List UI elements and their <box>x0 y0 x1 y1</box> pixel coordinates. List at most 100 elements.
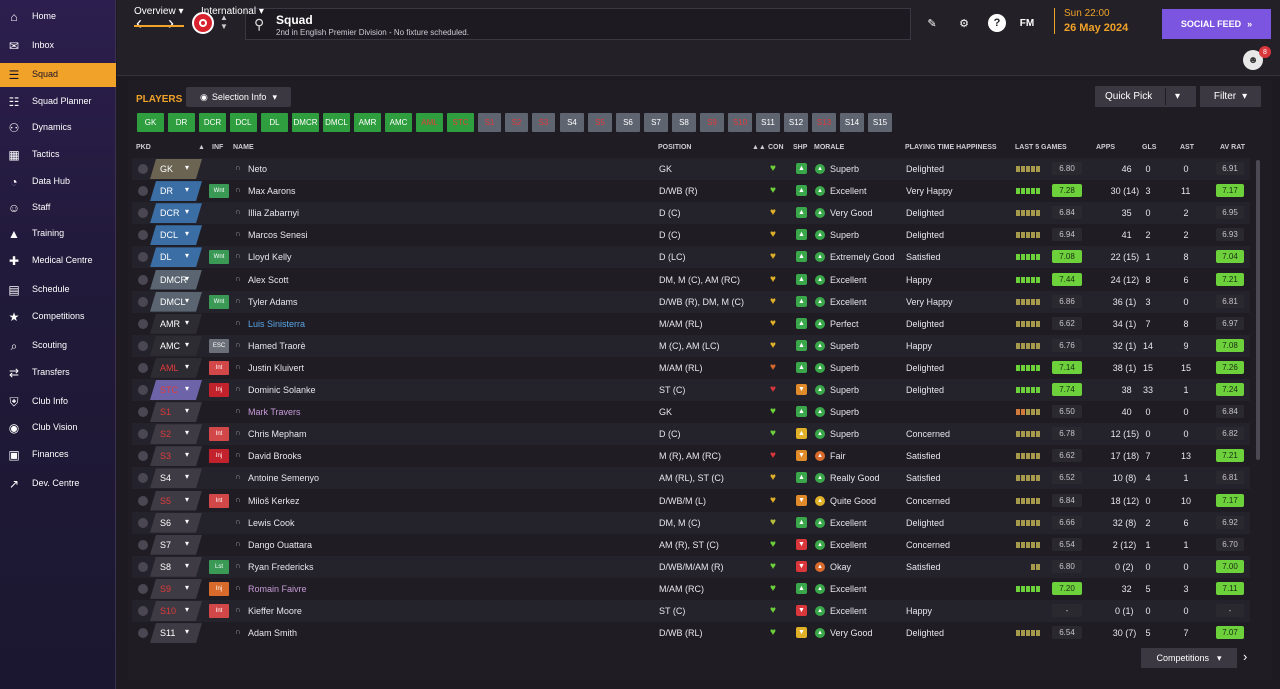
player-name[interactable]: Hamed Traorè <box>248 340 306 351</box>
table-row[interactable]: DL ▾ Wnt ∩ Lloyd Kelly D (LC) ♥ ▲ ▲ Extremely Goo… <box>132 246 1250 269</box>
player-name[interactable]: Luis Sinisterra <box>248 318 306 329</box>
pick-radio[interactable] <box>138 429 148 440</box>
position-chip-s3[interactable]: S3 <box>532 113 555 132</box>
forward-arrow-icon[interactable]: › <box>168 12 174 33</box>
quick-pick-button[interactable]: Quick Pick ▾ <box>1095 86 1196 107</box>
position-chip-s5[interactable]: S5 <box>588 113 612 132</box>
sidebar-item-inbox[interactable]: ✉ Inbox <box>0 34 116 58</box>
table-row[interactable]: S3 ▾ Inj ∩ David Brooks M (R), AM (RC) ♥ ▼ ▲ Fair… <box>132 445 1250 468</box>
player-name[interactable]: Adam Smith <box>248 628 298 639</box>
table-row[interactable]: STC ▾ Inj ∩ Dominic Solanke ST (C) ♥ ▼ ▲ Superb De… <box>132 379 1250 401</box>
selection-position[interactable]: AMC <box>150 336 202 356</box>
table-row[interactable]: AML ▾ Int ∩ Justin Kluivert M/AM (RL) ♥ ▲ ▲ Super… <box>132 356 1250 379</box>
col-gls[interactable]: GLS <box>1142 144 1157 151</box>
pick-radio[interactable] <box>138 340 148 351</box>
col-pkd[interactable]: PKD <box>136 144 151 151</box>
selection-info-button[interactable]: ◉ Selection Info ▾ <box>186 87 291 107</box>
selection-position[interactable]: DL <box>150 247 202 267</box>
player-name[interactable]: David Brooks <box>248 451 302 462</box>
selection-position[interactable]: S3 <box>150 446 202 466</box>
player-name[interactable]: Justin Kluivert <box>248 362 305 373</box>
table-row[interactable]: S9 ▾ Inj ∩ Romain Faivre M/AM (RC) ♥ ▲ ▲ Excellen… <box>132 577 1250 600</box>
pick-radio[interactable] <box>138 186 148 197</box>
pick-radio[interactable] <box>138 517 148 528</box>
position-chip-s13[interactable]: S13 <box>812 113 836 132</box>
selection-position[interactable]: DCR <box>150 203 202 223</box>
player-name[interactable]: Romain Faivre <box>248 583 307 594</box>
pick-radio[interactable] <box>138 274 148 285</box>
player-name[interactable]: Dominic Solanke <box>248 385 316 395</box>
col-ast[interactable]: AST <box>1180 144 1194 151</box>
pick-radio[interactable] <box>138 583 148 594</box>
sidebar-item-squad[interactable]: ☰ Squad <box>0 63 116 87</box>
sidebar-item-club-vision[interactable]: ◉ Club Vision <box>0 416 116 440</box>
table-row[interactable]: S10 ▾ Int ∩ Kieffer Moore ST (C) ♥ ▼ ▲ Excellent H… <box>132 600 1250 622</box>
table-row[interactable]: DR ▾ Wnt ∩ Max Aarons D/WB (R) ♥ ▲ ▲ Excellent Ver… <box>132 180 1250 203</box>
sidebar-item-scouting[interactable]: ⌕ Scouting <box>0 334 116 358</box>
position-chip-amc[interactable]: AMC <box>385 113 412 132</box>
player-name[interactable]: Alex Scott <box>248 274 289 285</box>
sidebar-item-home[interactable]: ⌂ Home <box>0 5 116 29</box>
pick-radio[interactable] <box>138 385 148 395</box>
position-chip-s10[interactable]: S10 <box>728 113 752 132</box>
table-row[interactable]: DCR ▾ ∩ Illia Zabarnyi D (C) ♥ ▲ ▲ Very Good Deli… <box>132 202 1250 225</box>
selection-position[interactable]: S5 <box>150 491 202 511</box>
player-name[interactable]: Chris Mepham <box>248 429 307 440</box>
pick-radio[interactable] <box>138 230 148 241</box>
table-row[interactable]: S11 ▾ ∩ Adam Smith D/WB (RL) ♥ ▼ ▲ Very Good Deli… <box>132 622 1250 645</box>
selection-position[interactable]: S11 <box>150 623 202 643</box>
sidebar-item-dynamics[interactable]: ⚇ Dynamics <box>0 116 116 140</box>
player-name[interactable]: Dango Ouattara <box>248 539 313 550</box>
tab-international[interactable]: International ▾ <box>201 6 264 17</box>
table-row[interactable]: AMR ▾ ∩ Luis Sinisterra M/AM (RL) ♥ ▲ ▲ Perfect D… <box>132 312 1250 335</box>
table-row[interactable]: DMCL ▾ Wnt ∩ Tyler Adams D/WB (R), DM, M (C) ♥… <box>132 290 1250 313</box>
bug-report-icon[interactable]: ⚙ <box>959 17 969 30</box>
selection-position[interactable]: DMCR <box>150 270 202 290</box>
competitions-button[interactable]: Competitions ▾ <box>1141 648 1237 668</box>
player-name[interactable]: Ryan Fredericks <box>248 561 314 572</box>
col-playing-time-happiness[interactable]: PLAYING TIME HAPPINESS <box>905 144 997 151</box>
pick-radio[interactable] <box>138 362 148 373</box>
sidebar-item-finances[interactable]: ▣ Finances <box>0 443 116 467</box>
table-row[interactable]: S2 ▾ Int ∩ Chris Mepham D (C) ♥ ▲ ▲ Superb Concern… <box>132 423 1250 446</box>
sidebar-item-tactics[interactable]: ▦ Tactics <box>0 143 116 167</box>
position-chip-s2[interactable]: S2 <box>505 113 528 132</box>
col-con[interactable]: CON <box>768 144 784 151</box>
game-date[interactable]: Sun 22:00 26 May 2024 <box>1054 8 1128 34</box>
selection-position[interactable]: S4 <box>150 468 202 488</box>
sidebar-item-data-hub[interactable]: ◔ Data Hub <box>0 170 116 194</box>
selection-position[interactable]: DCL <box>150 225 202 245</box>
player-name[interactable]: Max Aarons <box>248 186 296 197</box>
player-name[interactable]: Marcos Senesi <box>248 230 308 241</box>
player-name[interactable]: Illia Zabarnyi <box>248 208 300 219</box>
player-name[interactable]: Miloš Kerkez <box>248 495 300 506</box>
player-name[interactable]: Antoine Semenyo <box>248 473 320 484</box>
selection-position[interactable]: AMR <box>150 314 202 334</box>
col-last-5-games[interactable]: LAST 5 GAMES <box>1015 144 1067 151</box>
club-badge-icon[interactable] <box>192 12 214 34</box>
position-chip-s4[interactable]: S4 <box>560 113 584 132</box>
pick-radio[interactable] <box>138 296 148 307</box>
position-chip-s11[interactable]: S11 <box>756 113 780 132</box>
player-name[interactable]: Mark Travers <box>248 407 301 418</box>
selection-position[interactable]: GK <box>150 159 202 179</box>
selection-position[interactable]: S6 <box>150 513 202 533</box>
col-morale[interactable]: MORALE <box>814 144 845 151</box>
pick-radio[interactable] <box>138 606 148 616</box>
table-row[interactable]: S8 ▾ Lst ∩ Ryan Fredericks D/WB/M/AM (R) ♥ ▼ ▲ Ok… <box>132 555 1250 578</box>
position-chip-dl[interactable]: DL <box>261 113 288 132</box>
edit-pencil-icon[interactable]: ✎ <box>927 17 937 30</box>
position-chip-s15[interactable]: S15 <box>868 113 892 132</box>
filter-button[interactable]: Filter ▾ <box>1200 86 1261 107</box>
position-chip-s14[interactable]: S14 <box>840 113 864 132</box>
sidebar-item-training[interactable]: ▲ Training <box>0 222 116 246</box>
table-row[interactable]: DCL ▾ ∩ Marcos Senesi D (C) ♥ ▲ ▲ Superb Delighte… <box>132 224 1250 247</box>
page-search-box[interactable]: ⚲ Squad 2nd in English Premier Division … <box>245 8 911 40</box>
player-name[interactable]: Lewis Cook <box>248 517 295 528</box>
table-row[interactable]: S4 ▾ ∩ Antoine Semenyo AM (RL), ST (C) ♥ ▲ ▲ Rea… <box>132 467 1250 490</box>
selection-position[interactable]: S9 <box>150 579 202 599</box>
pick-radio[interactable] <box>138 252 148 263</box>
position-chip-gk[interactable]: GK <box>137 113 164 132</box>
selection-position[interactable]: S8 <box>150 557 202 577</box>
pick-radio[interactable] <box>138 164 148 174</box>
